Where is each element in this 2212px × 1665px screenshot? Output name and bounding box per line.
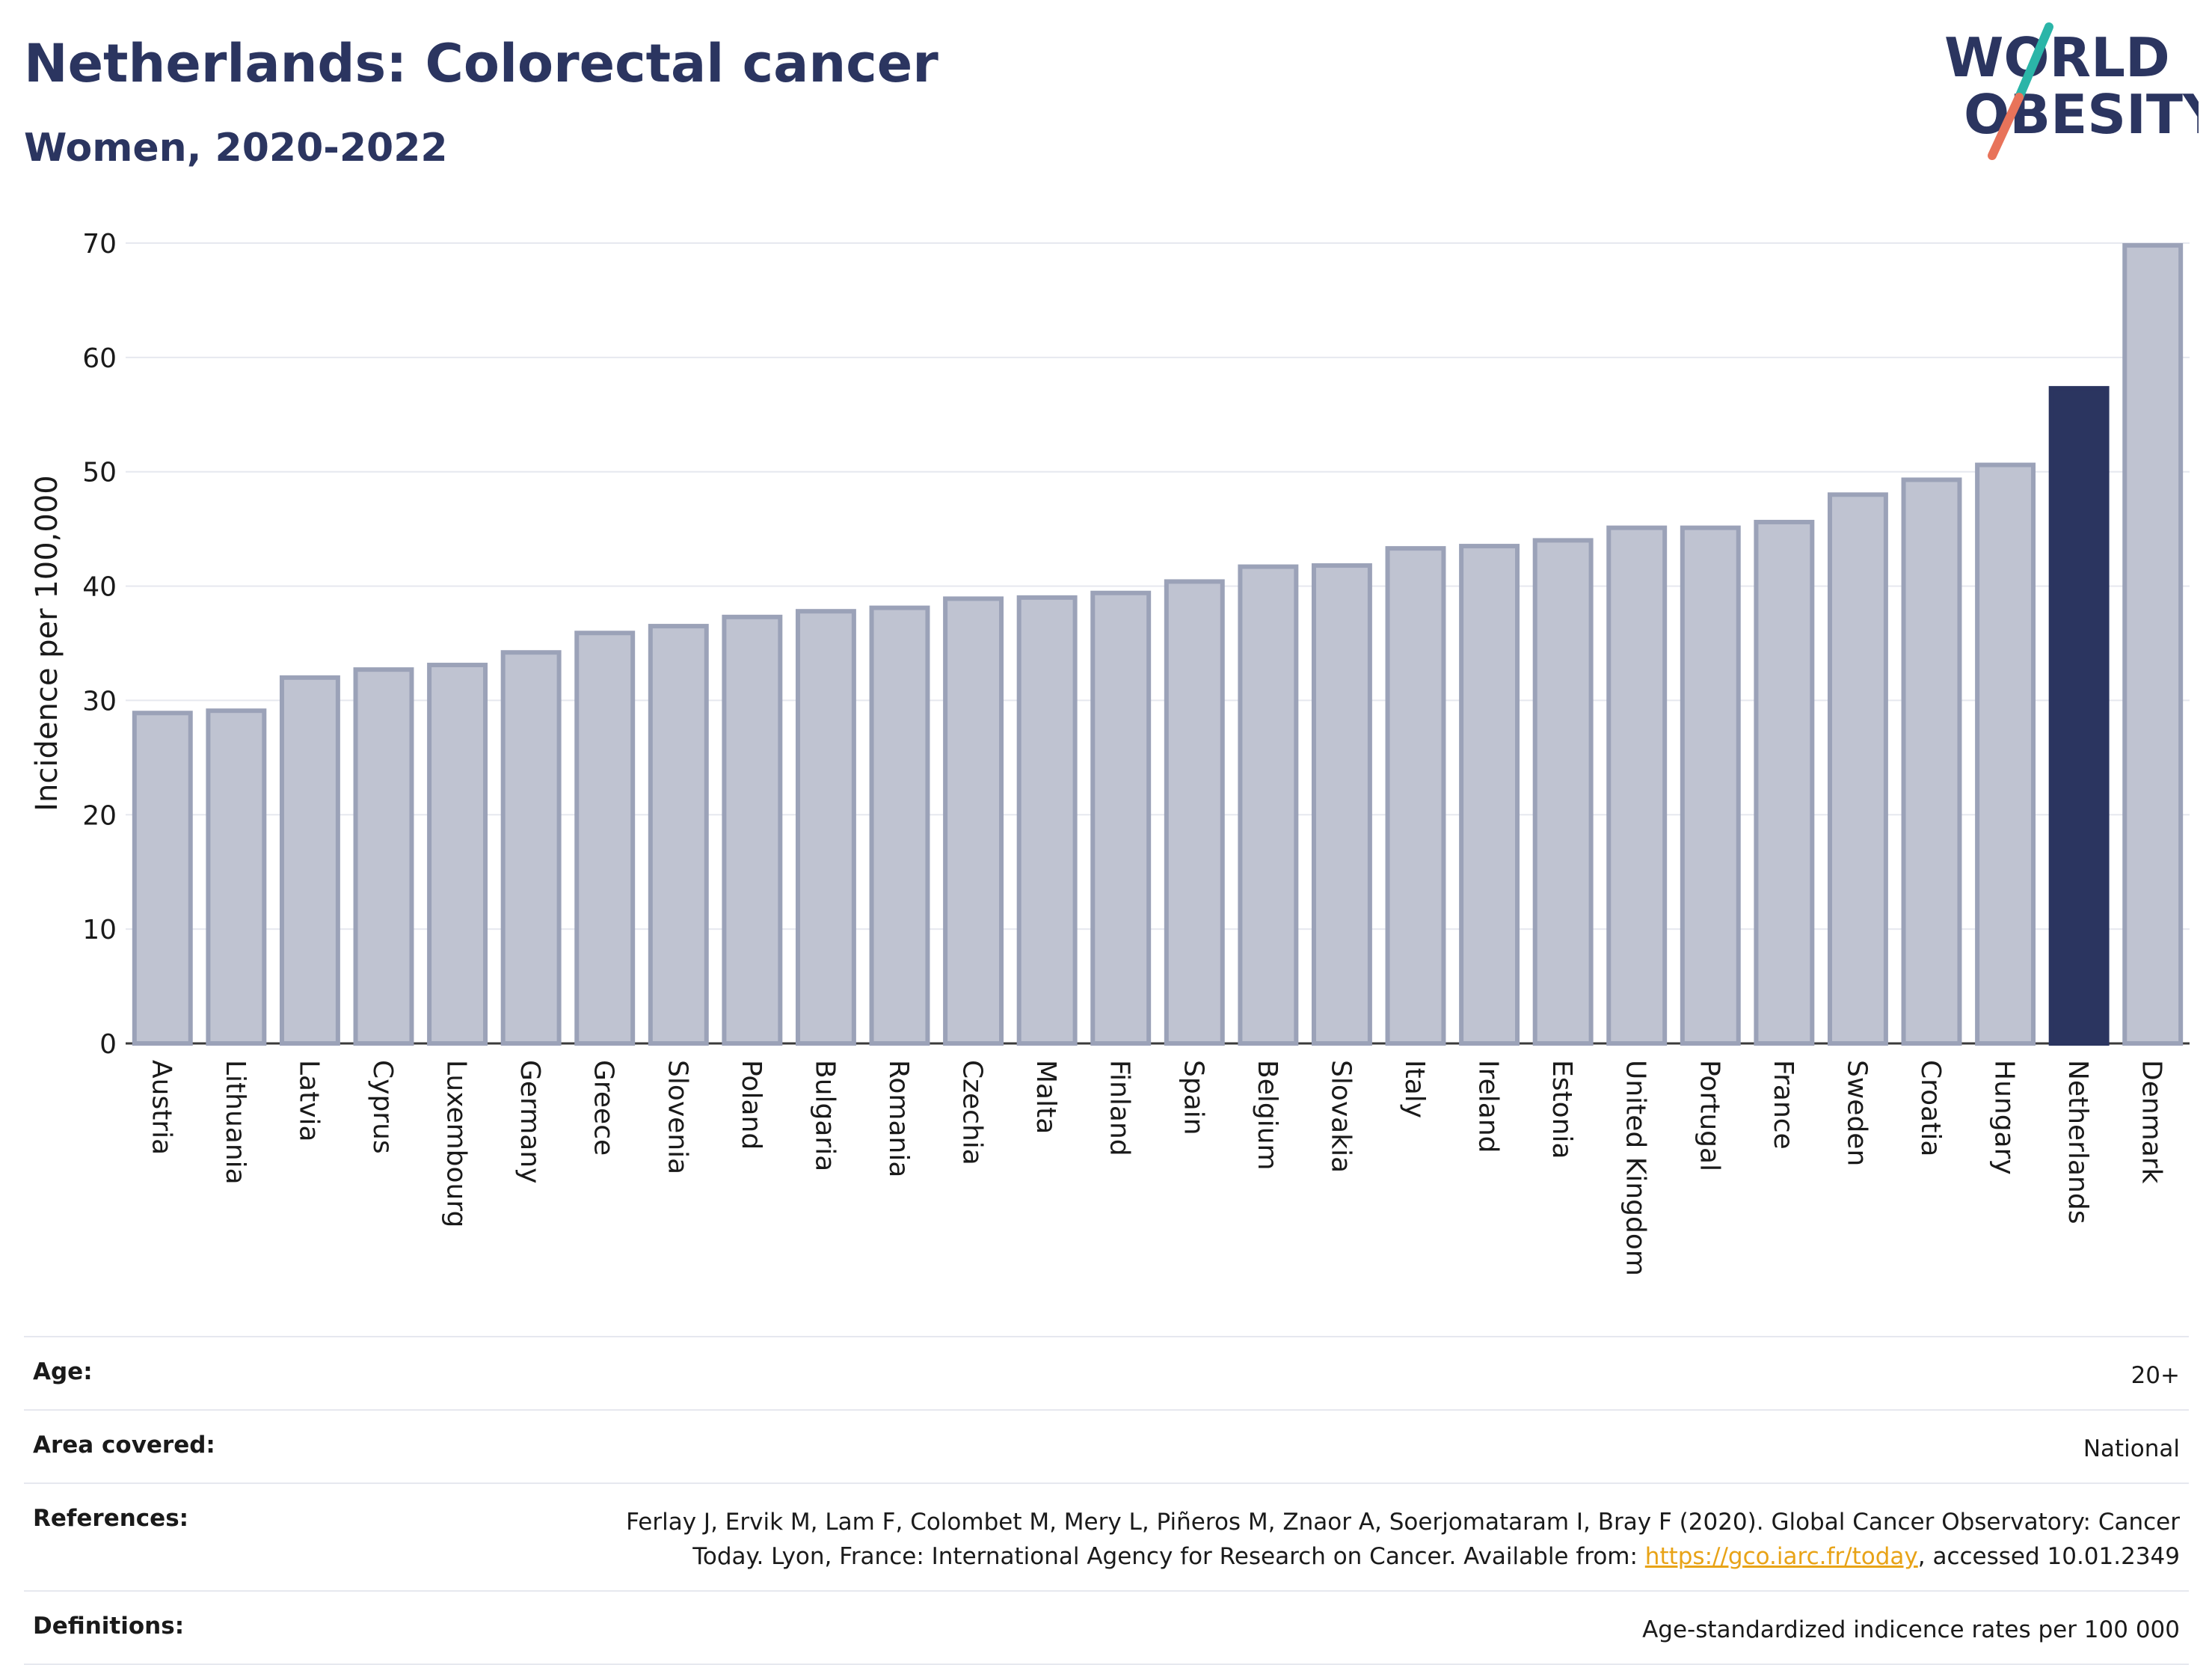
definitions-label: Definitions:: [33, 1613, 185, 1640]
bar-romania: [869, 605, 930, 1046]
bar-latvia: [279, 675, 340, 1046]
meta-row-references: References: Ferlay J, Ervik M, Lam F, Co…: [24, 1482, 2189, 1590]
x-tick-label: Cyprus: [367, 1060, 398, 1154]
references-tail: , accessed 10.01.2349: [1917, 1543, 2180, 1570]
x-tick-label: Croatia: [1915, 1060, 1946, 1156]
x-tick-label: Netherlands: [2062, 1060, 2093, 1224]
bar-czechia: [943, 596, 1004, 1046]
x-tick-label: Lithuania: [220, 1060, 251, 1185]
bar-slovakia: [1311, 563, 1372, 1046]
bar-united-kingdom: [1606, 525, 1668, 1046]
x-tick-label: Luxembourg: [441, 1060, 472, 1227]
x-tick-label: Greece: [589, 1060, 619, 1156]
age-value: 20+: [2130, 1362, 2180, 1389]
y-axis-label: Incidence per 100,000: [30, 475, 64, 812]
bar-netherlands: [2048, 386, 2110, 1046]
bar-lithuania: [206, 708, 267, 1046]
bar-spain: [1164, 579, 1225, 1046]
bars: [132, 243, 2184, 1046]
bar-croatia: [1901, 477, 1962, 1046]
x-tick-label: Austria: [146, 1060, 176, 1155]
bar-poland: [722, 614, 783, 1046]
y-tick-label: 60: [82, 343, 117, 374]
bar-greece: [574, 631, 636, 1046]
x-tick-label: Estonia: [1546, 1060, 1577, 1159]
x-tick-label: United Kingdom: [1620, 1060, 1651, 1276]
metadata-table: Age: 20+ Area covered: National Referenc…: [24, 1336, 2189, 1665]
bar-hungary: [1975, 462, 2036, 1046]
meta-row-area: Area covered: National: [24, 1409, 2189, 1482]
y-tick-labels: 0 10 20 30 40 50 60 70: [82, 229, 117, 1060]
x-tick-label: Hungary: [1989, 1060, 2020, 1175]
x-tick-label: Portugal: [1694, 1060, 1724, 1171]
x-tick-label: Poland: [736, 1060, 766, 1150]
bar-cyprus: [353, 667, 414, 1046]
logo-slash-top: [2015, 22, 2053, 102]
x-tick-label: Czechia: [957, 1060, 988, 1165]
x-tick-label: Romania: [883, 1060, 914, 1177]
x-tick-labels: Austria Lithuania Latvia Cyprus Luxembourg Ge…: [146, 1060, 2166, 1276]
chart-title: Netherlands: Colorectal cancer: [24, 33, 938, 94]
references-text: Ferlay J, Ervik M, Lam F, Colombet M, Me…: [626, 1509, 2180, 1570]
references-label: References:: [33, 1505, 189, 1532]
x-tick-label: Ireland: [1473, 1060, 1504, 1153]
bar-belgium: [1238, 564, 1299, 1046]
logo-line-1: WORLD: [1944, 26, 2170, 89]
bar-estonia: [1532, 538, 1594, 1046]
meta-row-definitions: Definitions: Age-standardized indicence …: [24, 1590, 2189, 1665]
x-tick-label: Sweden: [1841, 1060, 1872, 1166]
y-tick-label: 30: [82, 686, 117, 717]
x-tick-label: Spain: [1178, 1060, 1208, 1135]
definitions-value: Age-standardized indicence rates per 100…: [1642, 1616, 2180, 1643]
x-tick-label: Bulgaria: [809, 1060, 840, 1171]
x-tick-label: Denmark: [2136, 1060, 2167, 1184]
bar-germany: [500, 650, 562, 1046]
bar-ireland: [1459, 544, 1520, 1046]
bar-portugal: [1680, 525, 1741, 1046]
world-obesity-logo: WORLD OBESITY: [1944, 22, 2199, 160]
y-tick-label: 50: [82, 458, 117, 488]
x-tick-label: Slovakia: [1325, 1060, 1356, 1173]
bar-austria: [132, 711, 193, 1046]
age-label: Age:: [33, 1358, 93, 1385]
bar-luxembourg: [427, 663, 488, 1046]
x-tick-label: Slovenia: [662, 1060, 692, 1174]
references-value: Ferlay J, Ervik M, Lam F, Colombet M, Me…: [609, 1505, 2180, 1574]
bar-france: [1754, 519, 1815, 1046]
y-tick-label: 20: [82, 800, 117, 831]
bar-chart: 0 10 20 30 40 50 60 70 Austria Lithuania Latvia Cy…: [30, 229, 2190, 1276]
x-tick-label: France: [1768, 1060, 1798, 1150]
x-tick-label: Finland: [1105, 1060, 1135, 1156]
x-tick-label: Germany: [514, 1060, 545, 1183]
x-tick-label: Italy: [1399, 1060, 1430, 1118]
bar-bulgaria: [795, 609, 856, 1046]
x-tick-label: Belgium: [1252, 1060, 1282, 1171]
y-tick-label: 0: [99, 1029, 117, 1060]
logo-slash-bottom: [1988, 93, 2024, 160]
x-tick-label: Latvia: [293, 1060, 324, 1142]
bar-italy: [1385, 546, 1446, 1046]
bar-sweden: [1827, 492, 1888, 1046]
bar-slovenia: [648, 624, 709, 1046]
area-label: Area covered:: [33, 1432, 215, 1459]
y-tick-label: 40: [82, 572, 117, 603]
y-tick-label: 10: [82, 915, 117, 945]
area-value: National: [2083, 1435, 2180, 1462]
bar-finland: [1090, 590, 1152, 1046]
references-link[interactable]: https://gco.iarc.fr/today: [1644, 1543, 1918, 1570]
meta-row-age: Age: 20+: [24, 1336, 2189, 1409]
bar-denmark: [2122, 243, 2184, 1046]
x-tick-label: Malta: [1030, 1060, 1061, 1134]
bar-malta: [1016, 595, 1078, 1046]
y-tick-label: 70: [82, 229, 117, 260]
chart-subtitle: Women, 2020-2022: [24, 126, 448, 171]
